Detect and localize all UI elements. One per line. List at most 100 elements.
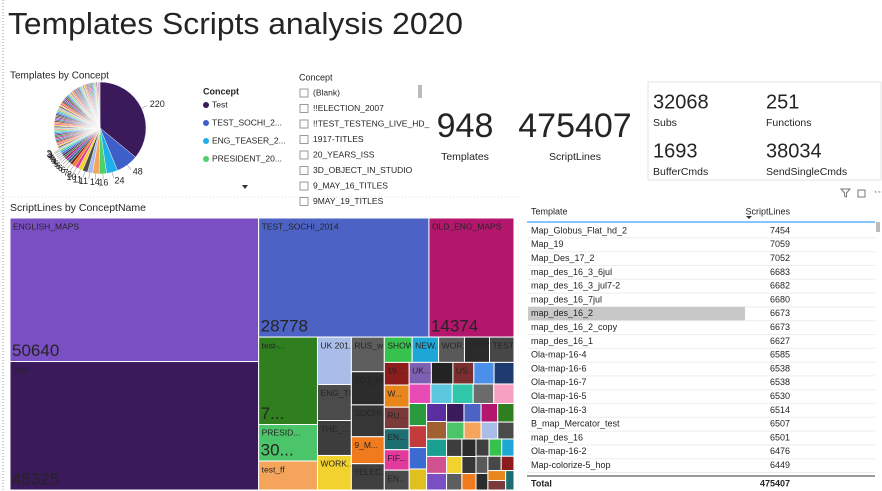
treemap-tile <box>258 336 318 425</box>
table-cell[interactable]: Map_Des_17_2 <box>531 253 595 263</box>
table-cell: 6538 <box>770 377 790 387</box>
treemap-tile <box>487 455 502 472</box>
tile-label: OLD_ENG_MAPS <box>432 221 502 231</box>
slicer-checkbox[interactable] <box>299 135 309 144</box>
treemap-tile <box>350 463 385 491</box>
table-cell[interactable]: B_map_Mercator_test <box>531 419 620 429</box>
data-label: 4 <box>48 151 53 161</box>
tile-label: ENGLISH_MAPS <box>13 221 79 231</box>
slicer-checkbox[interactable] <box>299 150 309 160</box>
table-cell: 6585 <box>770 350 790 360</box>
slicer-checkbox[interactable] <box>299 197 309 206</box>
slicer-item[interactable]: !!ELECTION_2007 <box>313 103 384 113</box>
slicer-scrollbar[interactable] <box>418 85 422 98</box>
total-value: 475407 <box>760 478 790 488</box>
table-cell[interactable]: map_des_16_2 <box>531 308 593 318</box>
slicer-item[interactable]: !!TEST_TESTENG_LIVE_HD_ <box>313 118 429 128</box>
data-label: 4 <box>52 157 57 167</box>
slicer-checkbox[interactable] <box>299 88 309 98</box>
table-cell: 6514 <box>770 405 790 415</box>
legend-label: TEST_SOCHI_2... <box>212 117 282 127</box>
tile-value: 7... <box>261 404 285 423</box>
tile-label: WOR... <box>442 340 470 350</box>
tile-label: US... <box>456 366 475 376</box>
tile-value: 28778 <box>261 317 308 336</box>
column-header: ScriptLines <box>745 206 790 216</box>
slicer-item[interactable]: 9MAY_19_TITLES <box>313 196 384 206</box>
table-cell[interactable]: map_des_16_2_copy <box>531 322 618 332</box>
table-cell[interactable]: Ola-map-16-2 <box>531 446 587 456</box>
table-cell: 6507 <box>770 419 790 429</box>
treemap-tile <box>487 470 507 481</box>
treemap-tile <box>430 383 453 404</box>
treemap-tile <box>461 473 477 491</box>
table-cell[interactable]: Ola-map-16-4 <box>531 350 587 360</box>
table-cell: 6501 <box>770 432 790 442</box>
treemap-tile <box>446 438 463 457</box>
chart-title: ScriptLines by ConceptName <box>10 202 146 214</box>
data-label: 6 <box>61 165 66 175</box>
tile-label: EN... <box>387 473 406 483</box>
data-label: 11 <box>73 174 82 184</box>
table-cell[interactable]: Map-colorize-5_hop <box>531 460 611 470</box>
legend-more <box>242 185 248 189</box>
table-cell[interactable]: map_des_16_3_jul7-2 <box>531 281 620 291</box>
table-cell[interactable]: Map_Globus_Flat_hd_2 <box>531 225 627 235</box>
table-cell[interactable]: Map_19 <box>531 239 564 249</box>
scrollbar[interactable] <box>876 222 880 232</box>
table-cell[interactable]: Ola-map-16-6 <box>531 363 587 373</box>
leader-line <box>54 150 61 155</box>
table-cell[interactable]: Ola-map-16-3 <box>531 405 587 415</box>
tile-label: ENG_TI... <box>320 388 358 398</box>
table-cell: 6538 <box>770 363 790 373</box>
page-title: Templates Scripts analysis 2020 <box>8 6 463 41</box>
slicer-item[interactable]: 9_MAY_16_TITLES <box>313 180 388 190</box>
filter-icon[interactable] <box>839 188 852 198</box>
slicer-item[interactable]: 20_YEARS_ISS <box>313 149 375 159</box>
table-cell[interactable]: map_des_16_3_6jul <box>531 267 612 277</box>
treemap-tile <box>480 402 499 423</box>
tile-value: 30... <box>261 441 294 460</box>
treemap-tile <box>446 402 465 423</box>
slicer-checkbox[interactable] <box>299 181 309 191</box>
data-label: 220 <box>150 99 165 109</box>
treemap-tile <box>463 402 482 423</box>
table-cell[interactable]: map_des_16_7jul <box>531 294 602 304</box>
leader-line <box>55 151 62 156</box>
treemap-tile <box>408 383 432 404</box>
table-cell[interactable]: map_des_16 <box>531 432 583 442</box>
slicer-checkbox[interactable] <box>299 166 309 175</box>
treemap-tile <box>316 420 352 456</box>
focus-icon[interactable] <box>857 189 866 198</box>
slicer-item[interactable]: 3D_OBJECT_IN_STUDIO <box>313 165 413 175</box>
slicer-item[interactable]: 1917-TITLES <box>313 134 364 144</box>
tile-label: !!ELEC... <box>354 467 388 477</box>
treemap-tile <box>426 420 448 440</box>
sort-indicator <box>746 216 752 219</box>
visual-toolbar[interactable]: ··· <box>839 187 882 198</box>
treemap-tile <box>446 421 465 440</box>
treemap-tile <box>500 455 515 472</box>
more-icon[interactable]: ··· <box>874 187 882 198</box>
table-cell[interactable]: map_des_16_1 <box>531 336 593 346</box>
table-cell: 6673 <box>770 322 790 332</box>
slicer-checkbox[interactable] <box>299 119 309 129</box>
treemap-tile <box>408 468 428 491</box>
tile-label: PRESID... <box>262 428 301 438</box>
tile-label: test_ff <box>262 464 286 474</box>
card-value: 251 <box>766 91 799 113</box>
leader-line <box>94 173 97 180</box>
table-cell: 6682 <box>770 281 790 291</box>
card-border <box>647 81 882 181</box>
slicer-checkbox[interactable] <box>299 104 309 113</box>
slicer-title: Concept <box>299 72 333 82</box>
treemap-tile <box>463 421 482 440</box>
tile-label: SHOW <box>387 340 413 350</box>
card-value: 32068 <box>653 91 709 113</box>
slicer-item[interactable]: (Blank) <box>313 87 340 97</box>
treemap-tile <box>488 438 503 457</box>
table-cell[interactable]: Ola-map-16-5 <box>531 391 587 401</box>
treemap-tile <box>461 438 477 458</box>
table-cell[interactable]: Ola-map-16-7 <box>531 377 587 387</box>
